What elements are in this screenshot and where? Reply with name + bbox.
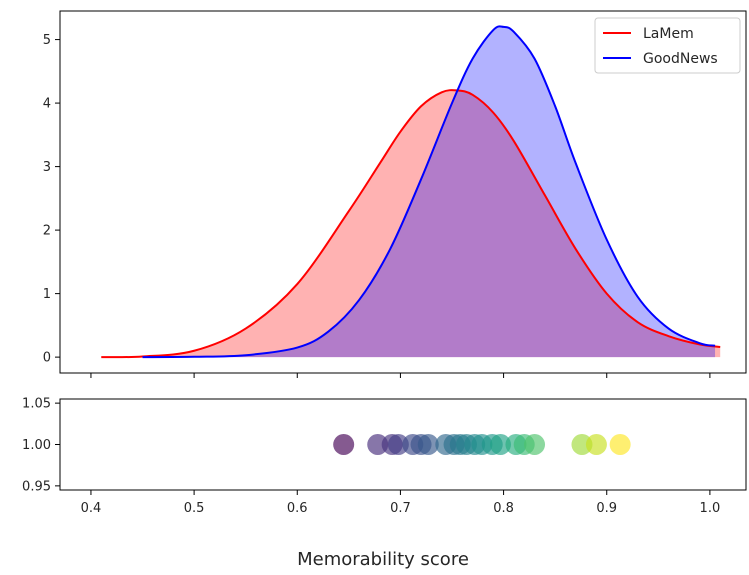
density-fill-lamem [101, 90, 721, 358]
density-x-axis [90, 373, 711, 378]
scatter-x-tick-label: 0.8 [493, 501, 514, 516]
scatter-point [489, 434, 511, 455]
scatter-point [417, 434, 439, 455]
scatter-y-axis: 0.95 1.00 1.05 [22, 397, 60, 494]
scatter-x-tick-label: 0.5 [184, 501, 205, 516]
scatter-x-tick-label: 0.9 [596, 501, 617, 516]
density-y-axis: 0 1 2 3 4 5 [43, 33, 60, 366]
density-plot-frame [59, 10, 747, 374]
scatter-x-tick-label: 0.7 [390, 501, 411, 516]
density-line-lamem [101, 89, 721, 359]
scatter-point [387, 434, 409, 455]
scatter-points [333, 434, 631, 455]
scatter-x-tick-label: 1.0 [700, 501, 721, 516]
scatter-x-tick-label: 0.6 [287, 501, 308, 516]
scatter-y-tick-label: 1.05 [22, 397, 51, 412]
scatter-point [524, 434, 546, 455]
legend-label-lamem: LaMem [643, 26, 694, 42]
density-line-goodnews [142, 25, 716, 359]
scatter-point [333, 434, 355, 455]
density-y-tick-label: 3 [43, 160, 51, 175]
scatter-point [367, 434, 389, 455]
density-lines [101, 25, 721, 359]
density-y-tick-label: 2 [43, 224, 51, 239]
scatter-y-tick-label: 1.00 [22, 438, 51, 453]
density-y-tick-label: 0 [43, 351, 51, 366]
x-axis-title: Memorability score [297, 549, 469, 570]
legend-label-goodnews: GoodNews [643, 51, 718, 67]
density-y-tick-label: 4 [43, 97, 51, 112]
legend-box [594, 17, 741, 74]
density-plot: 0 1 2 3 4 5 LaMem GoodNews [43, 10, 747, 378]
scatter-point [585, 434, 607, 455]
density-fills [101, 26, 721, 358]
legend: LaMem GoodNews [594, 17, 741, 74]
scatter-point [571, 434, 593, 455]
scatter-strip-plot: 0.95 1.00 1.05 0.4 0.5 0.6 0.7 0.8 0.9 1.0 [22, 397, 747, 516]
scatter-y-tick-label: 0.95 [22, 479, 51, 494]
scatter-x-axis: 0.4 0.5 0.6 0.7 0.8 0.9 1.0 [81, 490, 721, 516]
scatter-point [609, 434, 631, 455]
scatter-x-tick-label: 0.4 [81, 501, 102, 516]
density-fill-goodnews [142, 26, 716, 358]
density-y-tick-label: 5 [43, 33, 51, 48]
density-y-tick-label: 1 [43, 287, 51, 302]
